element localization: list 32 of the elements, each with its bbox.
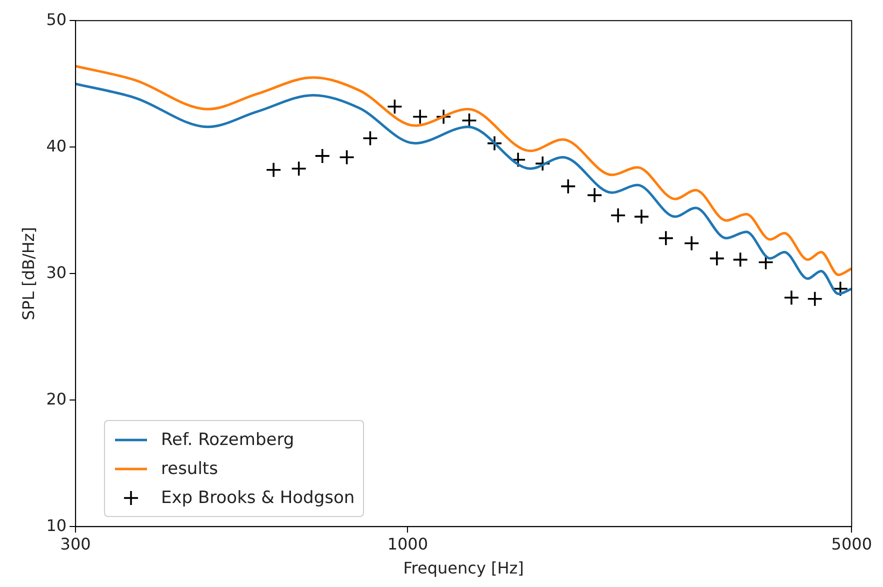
point — [266, 162, 282, 178]
y-tick-label: 30 — [46, 262, 67, 282]
y-tick-label: 10 — [46, 516, 67, 535]
point — [412, 108, 428, 125]
point — [610, 208, 626, 224]
point — [658, 230, 674, 246]
legend-label: results — [161, 458, 218, 478]
point — [709, 250, 725, 266]
point — [314, 148, 330, 164]
point — [486, 135, 502, 152]
y-tick-label: 40 — [46, 136, 67, 156]
y-tick-label: 20 — [46, 389, 67, 408]
x-tick-label: 1000 — [387, 534, 428, 554]
y-axis-title: SPL [dB/Hz] — [18, 226, 38, 320]
point — [732, 252, 748, 268]
x-axis-title: Frequency [Hz] — [403, 558, 524, 578]
point — [684, 235, 700, 252]
point — [806, 291, 823, 307]
point — [784, 290, 800, 306]
point — [534, 156, 551, 172]
point — [386, 98, 403, 115]
point — [634, 208, 650, 225]
legend-label: Exp Brooks & Hodgson — [161, 488, 355, 508]
point — [560, 178, 576, 194]
point — [362, 130, 378, 146]
point — [338, 149, 355, 166]
point — [832, 280, 848, 297]
y-tick-label: 50 — [46, 10, 67, 29]
point — [436, 108, 452, 125]
legend-label: Ref. Rozemberg — [161, 430, 294, 450]
x-tick-label: 300 — [60, 534, 91, 554]
x-tick-label: 5000 — [831, 534, 872, 554]
